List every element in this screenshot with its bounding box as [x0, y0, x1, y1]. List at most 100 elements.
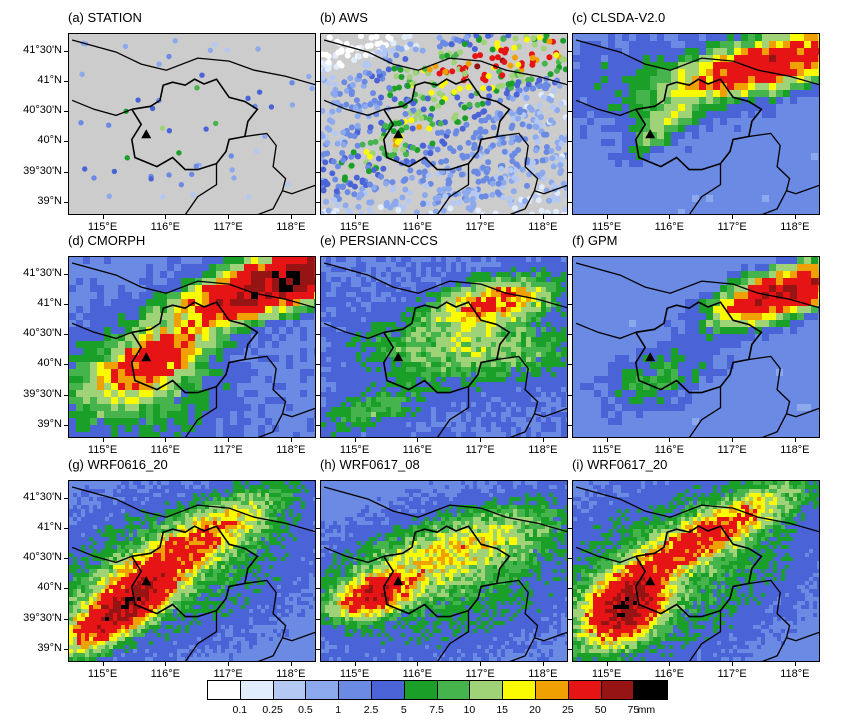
precip-map [321, 481, 567, 661]
lon-tick-label: 115°E [87, 444, 118, 456]
lat-tick-label: 39°30'N [23, 164, 62, 177]
map-panel [68, 33, 316, 215]
triangle-icon [393, 352, 404, 362]
lat-tick-label: 39°N [37, 417, 62, 430]
map-panel [572, 480, 820, 662]
colorbar-label: 50 [594, 704, 607, 716]
precip-map [573, 34, 819, 214]
map-panel [320, 33, 568, 215]
lon-tick-label: 117°E [465, 444, 495, 456]
colorbar-label: 5 [400, 704, 407, 716]
panel-title: (g) WRF0616_20 [68, 457, 168, 472]
triangle-icon [393, 576, 404, 586]
panel-title: (e) PERSIANN-CCS [320, 233, 438, 248]
panel-title: (h) WRF0617_08 [320, 457, 420, 472]
lat-tick-label: 41°30'N [23, 491, 62, 504]
colorbar-swatch [634, 681, 668, 699]
colorbar-label: 0.5 [298, 704, 313, 716]
colorbar-label: 25 [561, 704, 574, 716]
lat-tick-label: 40°30'N [23, 104, 62, 117]
lat-tick-label: 39°30'N [23, 387, 62, 400]
panel-title: (d) CMORPH [68, 233, 146, 248]
lon-tick-label: 117°E [717, 668, 747, 680]
precip-map [321, 257, 567, 437]
triangle-icon [645, 576, 656, 586]
lon-tick-label: 116°E [150, 444, 180, 456]
lon-tick-label: 117°E [717, 444, 747, 456]
colorbar-swatch [306, 681, 340, 699]
colorbar-label: 2.5 [363, 704, 379, 716]
colorbar-swatch [568, 681, 602, 699]
colorbar-swatch [470, 681, 504, 699]
lon-tick-label: 115°E [591, 221, 622, 233]
colorbar-label: 15 [496, 704, 509, 716]
colorbar-label: 0.1 [232, 704, 248, 716]
lat-tick-label: 39°N [37, 641, 62, 654]
lon-tick-label: 115°E [339, 444, 370, 456]
precip-map [69, 34, 315, 214]
lon-tick-label: 115°E [591, 668, 622, 680]
panel-title: (b) AWS [320, 10, 368, 25]
panel-title: (a) STATION [68, 10, 142, 25]
colorbar-swatch [535, 681, 569, 699]
lat-tick-label: 41°N [37, 521, 62, 534]
precip-map [573, 257, 819, 437]
map-panel [320, 480, 568, 662]
lat-tick-label: 41°30'N [23, 44, 62, 57]
lon-tick-label: 118°E [276, 444, 306, 456]
colorbar-swatch [339, 681, 372, 699]
colorbar-label: 75 [627, 704, 640, 716]
lon-tick-label: 116°E [654, 444, 684, 456]
triangle-icon [393, 129, 404, 139]
lon-tick-label: 116°E [402, 444, 432, 456]
lat-tick-label: 40°N [37, 357, 62, 370]
lat-tick-label: 40°N [37, 134, 62, 147]
lon-tick-label: 118°E [276, 668, 306, 680]
colorbar-label: 10 [463, 704, 476, 716]
precip-map [321, 34, 567, 214]
lat-tick-label: 41°30'N [23, 267, 62, 280]
map-panel [68, 480, 316, 662]
panel-title: (i) WRF0617_20 [572, 457, 668, 472]
lon-tick-label: 116°E [150, 221, 180, 233]
colorbar-swatch [503, 681, 536, 699]
lon-tick-label: 115°E [339, 221, 370, 233]
map-panel [320, 256, 568, 438]
colorbar-label: 1 [335, 704, 342, 716]
lon-tick-label: 116°E [402, 221, 432, 233]
precip-map [69, 257, 315, 437]
map-panel [68, 256, 316, 438]
colorbar-swatch [273, 681, 307, 699]
panel-title: (c) CLSDA-V2.0 [572, 10, 666, 25]
lat-tick-label: 39°N [37, 194, 62, 207]
colorbar-swatch [240, 681, 274, 699]
lon-tick-label: 117°E [465, 668, 495, 680]
colorbar-label: 7.5 [429, 704, 444, 716]
lon-tick-label: 116°E [150, 668, 180, 680]
triangle-icon [645, 352, 656, 362]
lon-tick-label: 117°E [717, 221, 747, 233]
colorbar-label: 20 [529, 704, 541, 716]
lon-tick-label: 117°E [465, 221, 495, 233]
colorbar-swatch [208, 681, 241, 699]
lat-tick-label: 39°30'N [23, 611, 62, 624]
lat-tick-label: 40°N [37, 581, 62, 594]
lon-tick-label: 115°E [87, 221, 118, 233]
triangle-icon [645, 129, 656, 139]
lon-tick-label: 116°E [654, 221, 684, 233]
lon-tick-label: 118°E [780, 444, 810, 456]
colorbar-swatch [601, 681, 635, 699]
lon-tick-label: 117°E [213, 221, 243, 233]
lat-tick-label: 41°N [37, 297, 62, 310]
precip-map [69, 481, 315, 661]
lon-tick-label: 118°E [528, 444, 558, 456]
lat-tick-label: 40°30'N [23, 327, 62, 340]
lon-tick-label: 115°E [87, 668, 118, 680]
map-panel [572, 33, 820, 215]
colorbar [207, 680, 669, 700]
colorbar-swatch [437, 681, 471, 699]
lon-tick-label: 118°E [528, 668, 558, 680]
lon-tick-label: 117°E [213, 444, 243, 456]
lon-tick-label: 118°E [780, 221, 810, 233]
